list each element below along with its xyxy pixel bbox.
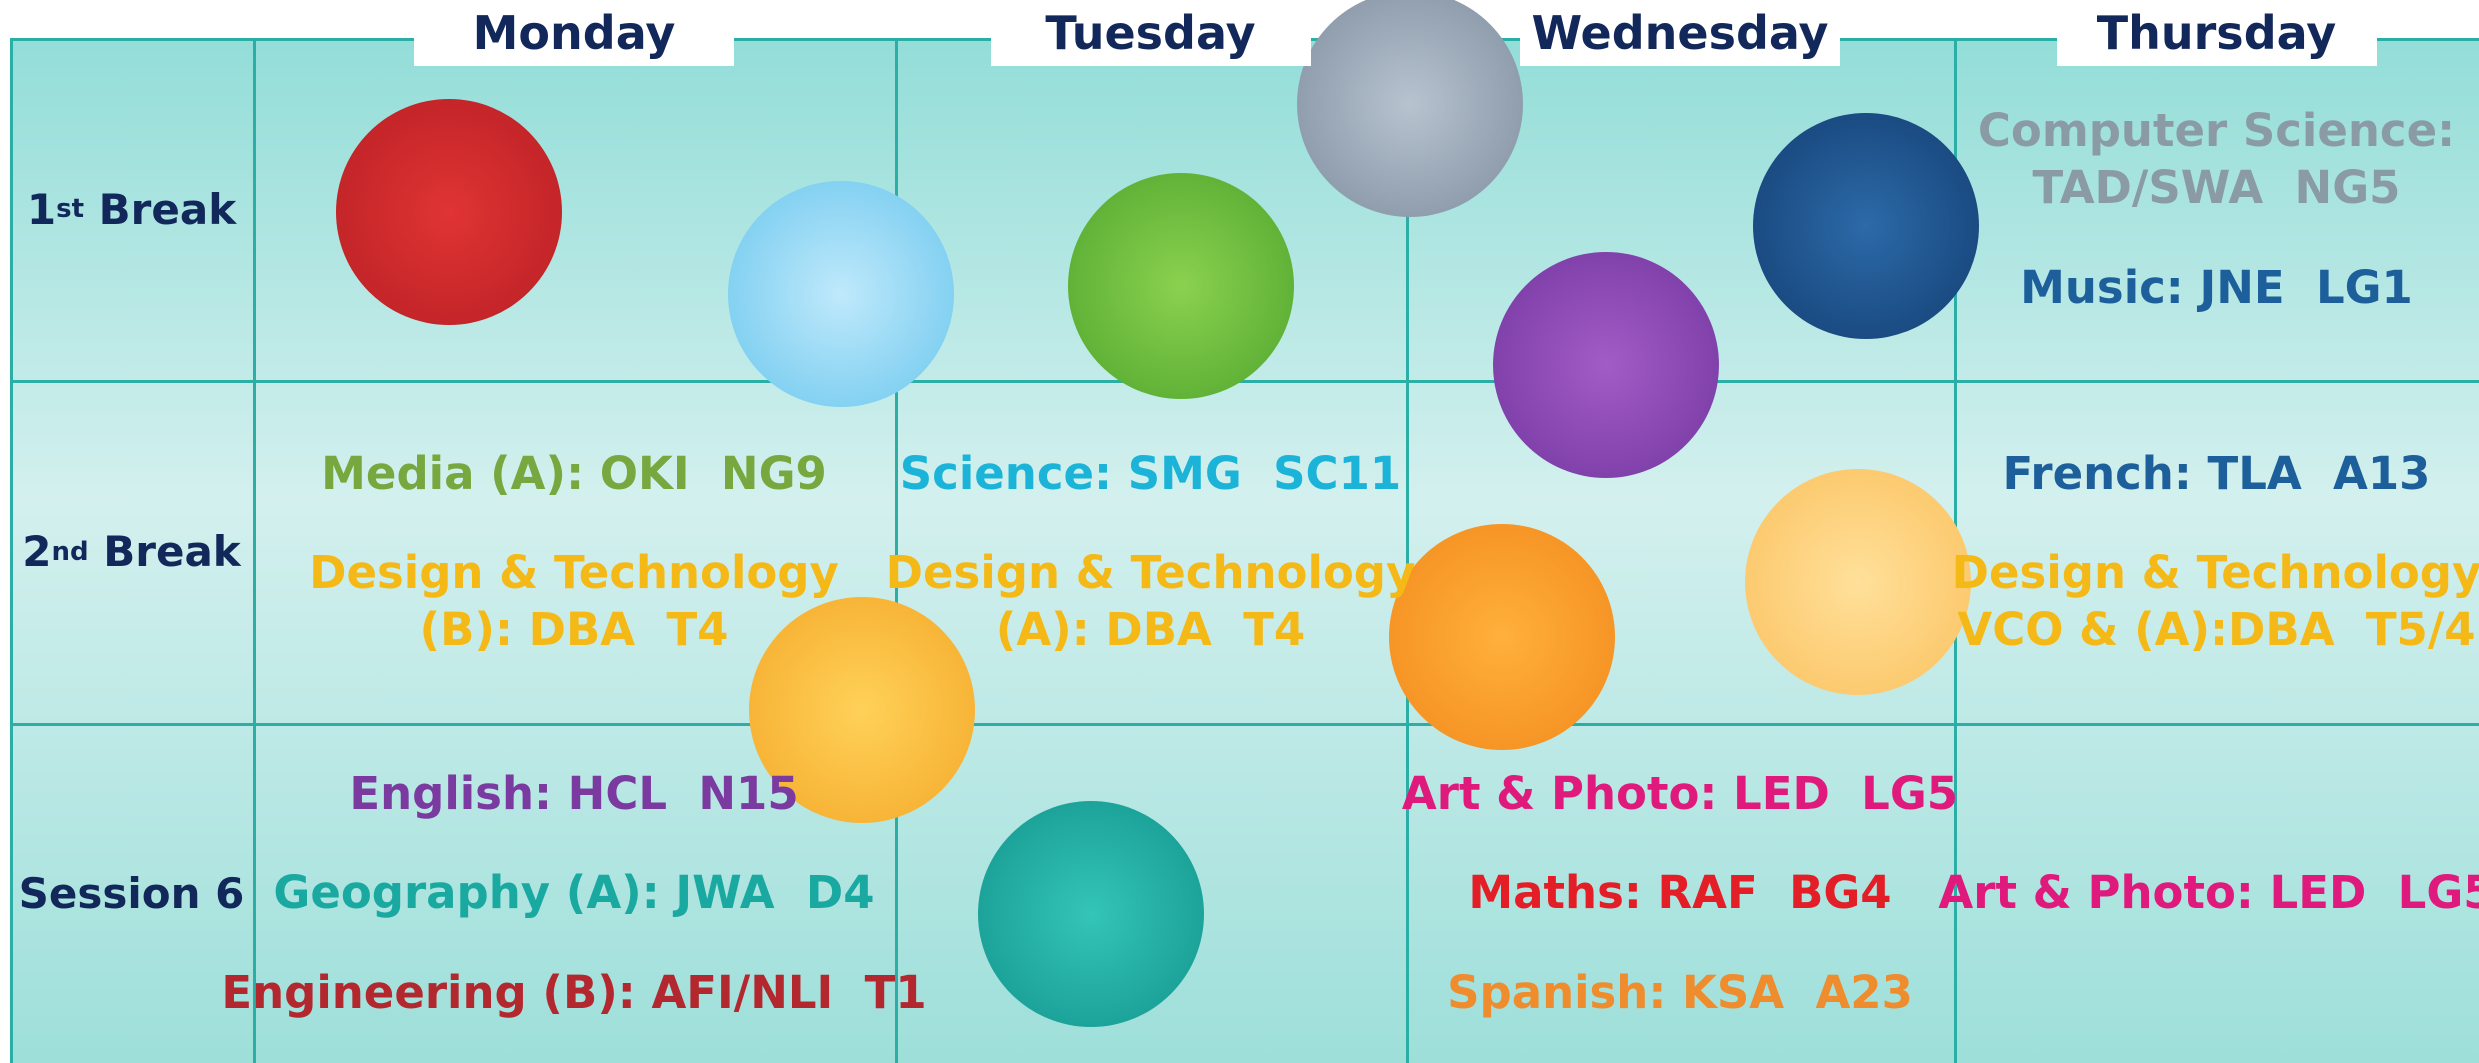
cell	[895, 723, 1406, 1063]
entry-line: Spanish: KSA A23	[1447, 965, 1913, 1019]
class-entry: Design & Technology VCO & (A):DBA T5/4	[1952, 544, 2479, 658]
cell: Art & Photo: LED LG5 Maths: RAF BG4 Spanis…	[1402, 723, 1958, 1063]
class-entry: Computer Science: TAD/SWA NG5	[1978, 102, 2455, 216]
entry-line: TAD/SWA NG5	[2032, 161, 2401, 215]
entry-line: Design & Technology	[1951, 545, 2479, 599]
row-text: Break	[98, 184, 237, 234]
class-entry: Science: SMG SC11	[900, 445, 1401, 502]
cell: Computer Science: TAD/SWA NG5 Music: JNE L…	[1954, 38, 2479, 380]
icon-physics	[1753, 113, 1979, 339]
icon-history	[336, 99, 562, 325]
cell: Media (A): OKI NG9 Design & Technology (B)…	[253, 380, 895, 723]
class-entry: Maths: RAF BG4	[1468, 864, 1891, 921]
entry-line: Art & Photo: LED LG5	[1401, 767, 1959, 821]
icon-design	[1389, 524, 1615, 750]
class-entry: Music: JNE LG1	[2020, 259, 2413, 316]
class-entry: French: TLA A13	[2003, 445, 2431, 502]
class-entry: Design & Technology (B): DBA T4	[309, 544, 839, 658]
class-entry: English: HCL N15	[349, 765, 798, 822]
icon-chemistry	[1493, 252, 1719, 478]
row-text: Session 6	[18, 868, 245, 918]
cell	[895, 38, 1406, 380]
row-suffix: nd	[51, 536, 89, 567]
entry-line: Computer Science:	[1977, 104, 2456, 158]
row-text: Break	[103, 527, 241, 576]
row-number: 1	[26, 184, 57, 234]
cell	[1406, 38, 1954, 380]
class-entry: Spanish: KSA A23	[1447, 964, 1913, 1021]
entry-line: Maths: RAF BG4	[1468, 866, 1892, 920]
class-entry: Media (A): OKI NG9	[321, 445, 827, 502]
entry-line: French: TLA A13	[2002, 446, 2431, 500]
row-number: 2	[22, 527, 52, 576]
cell	[253, 38, 895, 380]
grid-line	[10, 380, 2479, 383]
entry-line: Music: JNE LG1	[2020, 260, 2413, 314]
icon-art	[1745, 469, 1971, 695]
entry-line: Geography (A): JWA D4	[273, 866, 875, 920]
class-entry: Engineering (B): AFI/NLI T1	[221, 964, 926, 1021]
entry-line: VCO & (A):DBA T5/4	[1957, 603, 2476, 657]
icon-computing	[1297, 0, 1523, 217]
icon-science	[1068, 173, 1294, 399]
day-header: Wednesday	[1520, 0, 1840, 66]
day-header: Thursday	[2056, 0, 2377, 66]
class-entry: Art & Photo: LED LG5	[1938, 864, 2479, 921]
row-suffix: st	[56, 194, 85, 224]
cell	[1406, 380, 1954, 723]
grid-line	[10, 38, 13, 1063]
entry-line: Science: SMG SC11	[899, 446, 1402, 500]
icon-english	[749, 597, 975, 823]
class-entry: Geography (A): JWA D4	[273, 864, 874, 921]
class-entry: Art & Photo: LED LG5	[1402, 765, 1958, 822]
class-entry: Design & Technology (A): DBA T4	[886, 544, 1416, 658]
entry-line: Design & Technology	[885, 545, 1416, 599]
cell: Science: SMG SC11 Design & Technology (A):…	[886, 380, 1416, 723]
day-header: Tuesday	[990, 0, 1311, 66]
grid-line	[895, 38, 898, 1063]
grid-line	[10, 723, 2479, 726]
entry-line: (A): DBA T4	[995, 603, 1306, 657]
cell: Art & Photo: LED LG5	[1938, 723, 2479, 1063]
icon-maths	[728, 181, 954, 407]
cell: English: HCL N15 Geography (A): JWA D4 Eng…	[221, 723, 926, 1063]
cell: French: TLA A13 Design & Technology VCO & …	[1952, 380, 2479, 723]
entry-line: Art & Photo: LED LG5	[1938, 866, 2479, 920]
row-label: Session 6	[10, 723, 253, 1063]
grid-line	[253, 38, 256, 1063]
entry-line: Design & Technology	[309, 545, 839, 599]
entry-line: Engineering (B): AFI/NLI T1	[221, 965, 927, 1019]
grid-line	[1406, 38, 1409, 1063]
entry-line: English: HCL N15	[349, 767, 799, 821]
day-header: Monday	[414, 0, 734, 66]
icon-geography	[978, 801, 1204, 1027]
entry-line: (B): DBA T4	[419, 603, 729, 657]
entry-line: Media (A): OKI NG9	[321, 446, 827, 500]
